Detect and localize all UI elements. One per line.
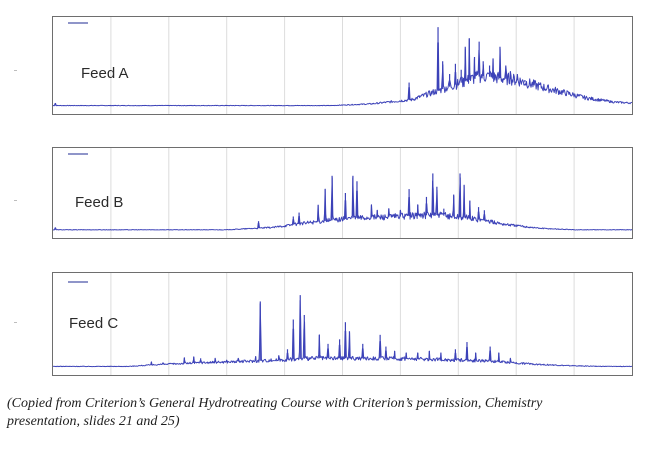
caption-line-2: presentation, slides 21 and 25)	[7, 414, 180, 429]
chromatogram-trace	[53, 177, 632, 231]
chromatogram-plot-feed-a	[53, 17, 632, 114]
panel-label-feed-a: Feed A	[81, 65, 129, 82]
chromatogram-panel-feed-a: Feed A	[52, 16, 633, 115]
figure-caption: (Copied from Criterion’s General Hydrotr…	[7, 395, 647, 431]
edge-mark	[14, 322, 17, 323]
panel-label-feed-c: Feed C	[69, 315, 119, 332]
chromatogram-plot-feed-b	[53, 148, 632, 238]
edge-mark	[14, 200, 17, 201]
panel-label-feed-b: Feed B	[75, 194, 124, 211]
chromatogram-trace	[53, 38, 632, 107]
legend-swatch	[68, 281, 88, 283]
legend-swatch	[68, 22, 88, 24]
caption-line-1: (Copied from Criterion’s General Hydrotr…	[7, 396, 543, 411]
legend-swatch	[68, 153, 88, 155]
chromatogram-trace	[53, 300, 632, 368]
chromatogram-panel-feed-b: Feed B	[52, 147, 633, 239]
chromatogram-plot-feed-c	[53, 273, 632, 375]
chromatogram-panel-feed-c: Feed C	[52, 272, 633, 376]
edge-mark	[14, 70, 17, 71]
